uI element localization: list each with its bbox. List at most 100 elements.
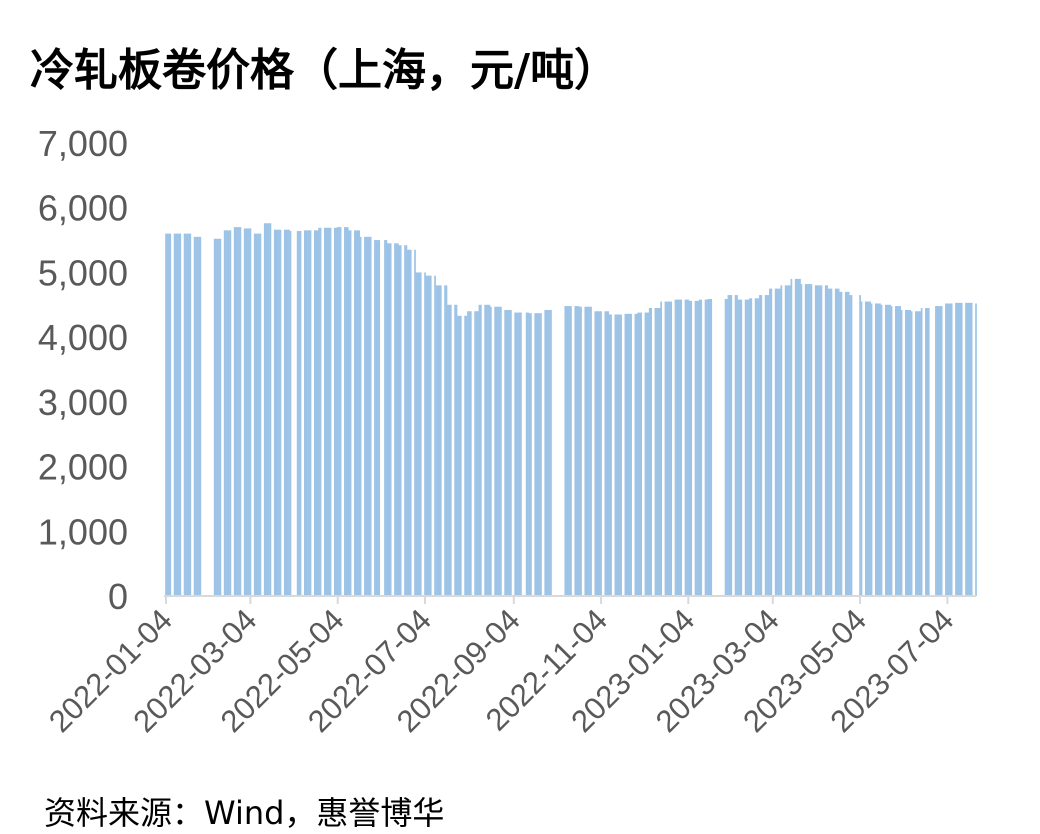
price-bar <box>454 304 456 596</box>
price-bar <box>296 231 299 596</box>
price-bar <box>610 314 612 596</box>
price-bar <box>590 306 592 596</box>
price-bar <box>178 233 180 596</box>
price-bar <box>946 303 949 596</box>
price-bar <box>635 313 638 596</box>
price-bar <box>824 285 827 596</box>
price-bar <box>690 300 693 596</box>
price-bar <box>657 308 660 596</box>
price-bar <box>697 300 700 596</box>
price-bar <box>909 309 912 596</box>
price-bar <box>537 313 539 596</box>
price-bar <box>319 227 322 596</box>
price-bar <box>236 227 239 596</box>
price-bar <box>399 245 402 596</box>
price-bar <box>288 229 290 596</box>
price-bar <box>389 243 392 596</box>
price-bar <box>289 231 292 596</box>
price-bar <box>969 302 972 596</box>
price-bar <box>398 245 401 596</box>
price-bar <box>660 301 663 596</box>
price-bar <box>425 275 428 596</box>
price-bar <box>324 227 326 596</box>
price-bar <box>965 302 967 596</box>
price-bar <box>175 233 177 596</box>
price-bar <box>508 309 511 596</box>
price-bar <box>615 314 618 596</box>
price-bar <box>395 243 398 596</box>
price-bar <box>819 285 821 596</box>
price-bar <box>840 291 843 596</box>
price-bar <box>780 285 783 596</box>
price-bar <box>356 230 359 597</box>
price-bar <box>876 303 879 596</box>
price-bar <box>335 227 338 596</box>
price-bar <box>734 295 737 596</box>
y-tick-label: 0 <box>108 576 128 617</box>
price-bar <box>485 304 488 596</box>
price-bar <box>919 311 922 596</box>
axis-layer <box>164 595 976 604</box>
price-bar <box>445 285 448 596</box>
price-bar <box>747 299 750 596</box>
price-bar <box>428 275 431 596</box>
price-bar <box>468 311 471 596</box>
price-bar <box>959 302 962 596</box>
price-bar <box>764 295 767 596</box>
price-bar <box>438 285 441 596</box>
price-bar <box>218 238 220 596</box>
price-bar <box>797 278 800 596</box>
price-bar <box>233 227 236 596</box>
price-bar <box>810 284 813 596</box>
price-bar <box>344 227 346 596</box>
price-bar <box>656 308 658 596</box>
price-bar <box>374 240 376 596</box>
price-bar <box>269 223 272 596</box>
chart-title: 冷轧板卷价格（上海，元/吨） <box>30 45 619 96</box>
price-bar <box>185 233 187 596</box>
price-bar <box>275 229 278 596</box>
price-bar <box>907 309 910 596</box>
price-bar <box>368 236 371 596</box>
price-bar <box>439 285 442 596</box>
price-bar <box>484 304 486 596</box>
price-bar <box>195 236 197 596</box>
price-bar <box>458 315 461 596</box>
price-bar <box>887 304 890 596</box>
price-bar <box>574 306 577 596</box>
price-bar <box>495 306 498 596</box>
price-bar <box>369 236 372 596</box>
price-bar <box>318 227 320 596</box>
price-bar <box>166 233 169 596</box>
price-bar <box>698 299 701 596</box>
price-bar <box>650 308 652 596</box>
price-bar <box>188 233 190 596</box>
price-bar <box>283 229 286 596</box>
price-bar <box>255 233 258 596</box>
price-bar <box>216 238 219 596</box>
price-bar <box>235 227 237 596</box>
price-bar <box>750 298 753 596</box>
price-bar <box>940 306 943 596</box>
price-bar <box>266 223 269 596</box>
price-bar <box>724 298 727 596</box>
price-bar <box>348 230 351 597</box>
price-bar <box>668 301 671 596</box>
price-bar <box>658 308 661 596</box>
price-bar <box>467 311 469 596</box>
price-bar <box>517 312 519 596</box>
price-bar <box>628 313 631 596</box>
price-bar <box>477 311 479 596</box>
price-bar <box>215 238 217 596</box>
price-bar <box>746 299 748 596</box>
price-bar <box>950 303 953 596</box>
price-bar <box>827 288 830 596</box>
price-bar <box>497 306 499 596</box>
price-bar <box>336 227 339 596</box>
price-bar <box>359 236 362 596</box>
price-bar <box>298 231 300 596</box>
price-bar <box>375 240 378 596</box>
price-bar <box>329 227 332 596</box>
price-bar <box>259 233 262 596</box>
